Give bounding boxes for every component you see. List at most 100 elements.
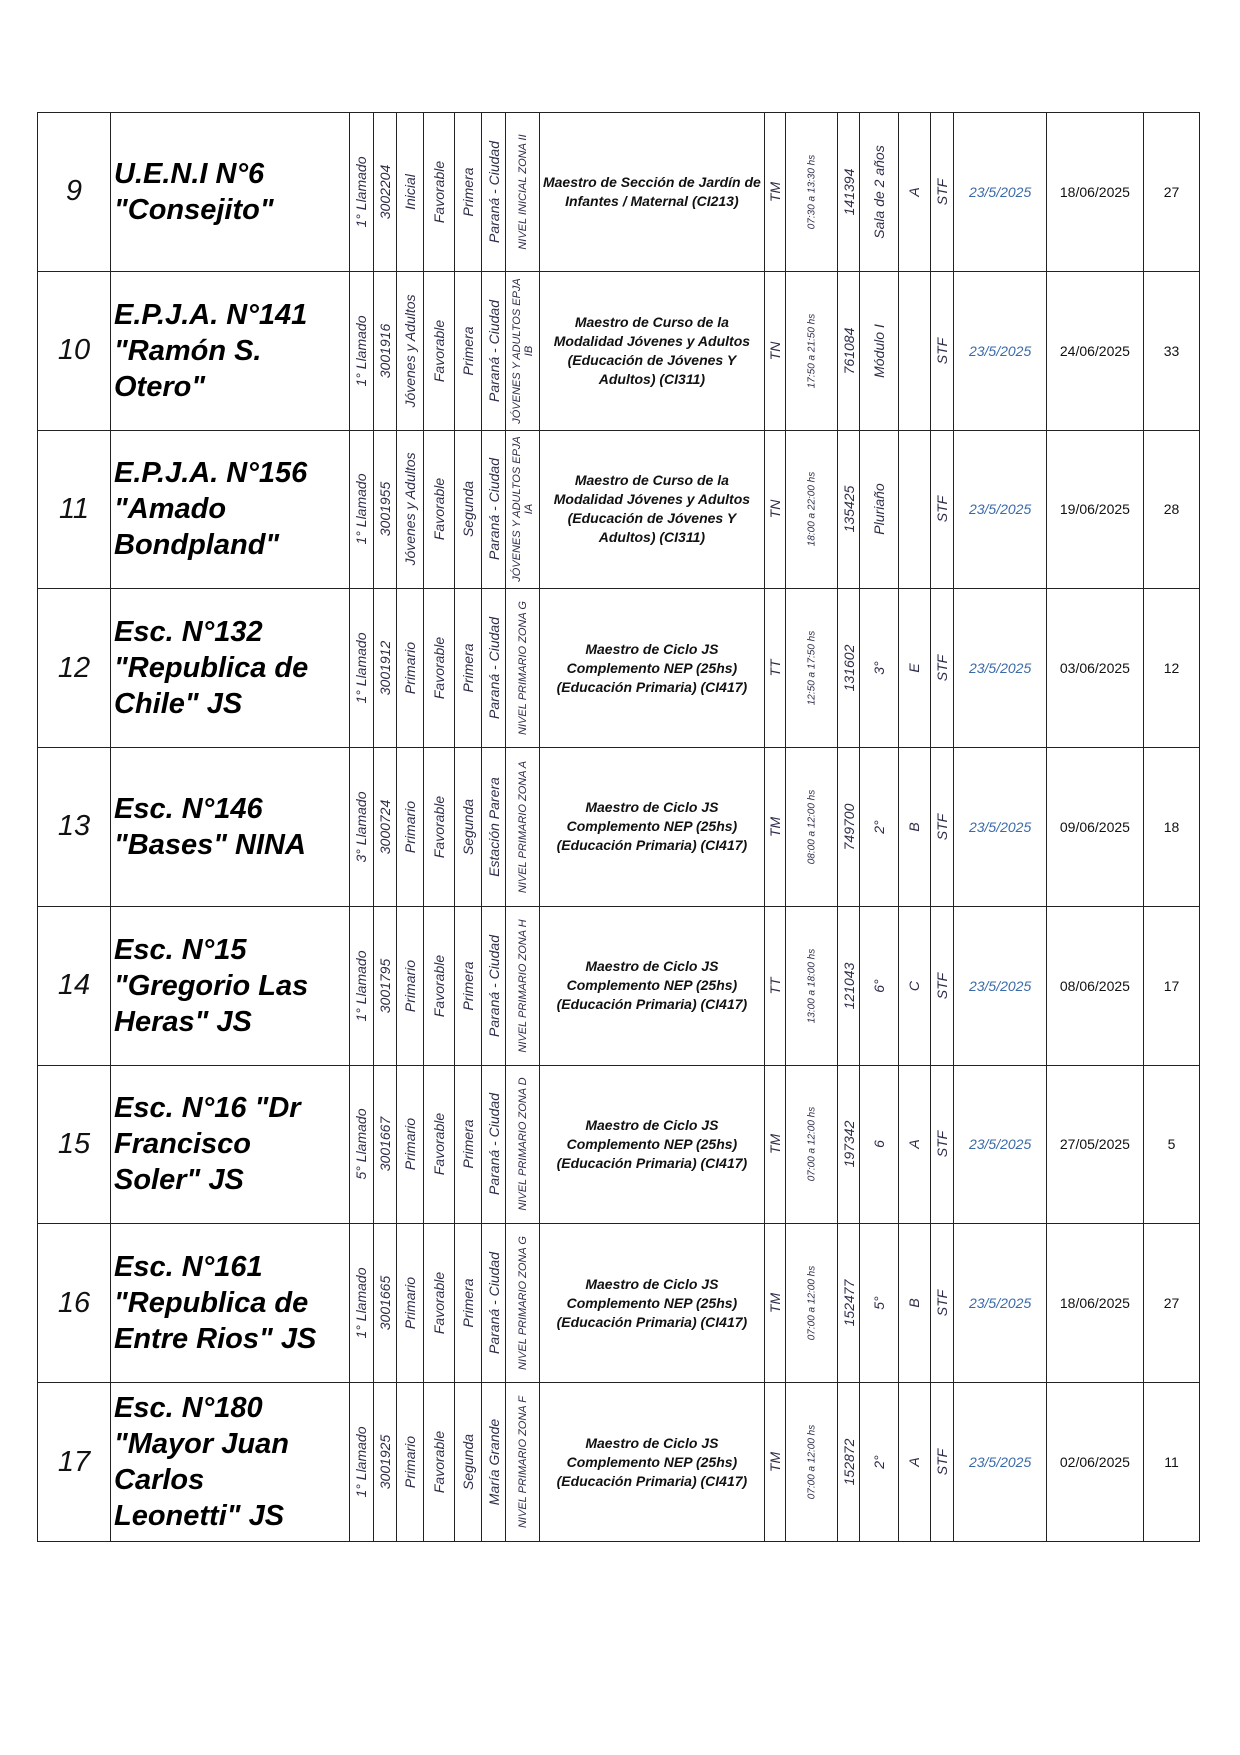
cargo-id: 197342 <box>840 1121 857 1168</box>
establishment-code: 3000724 <box>376 799 393 855</box>
cargo-id-cell: 761084 <box>836 270 861 431</box>
zona-cell: NIVEL PRIMARIO ZONA A <box>505 747 540 907</box>
zona: NIVEL PRIMARIO ZONA D <box>516 1077 529 1212</box>
turno-cell: TM <box>763 1223 787 1384</box>
localidad-cell: Estación Parera <box>481 747 507 907</box>
zona-cell: NIVEL PRIMARIO ZONA D <box>505 1064 540 1225</box>
nivel-cell: Primario <box>395 1223 425 1384</box>
llamado: 1° Llamado <box>353 1267 370 1339</box>
nivel: Primario <box>402 1118 419 1171</box>
establishment-code: 3001955 <box>376 482 393 537</box>
seccion: A <box>906 187 923 197</box>
nivel: Primario <box>402 642 419 695</box>
dias: 27 <box>1143 112 1200 272</box>
school-name-line: Esc. N°180 <box>114 1392 263 1425</box>
estado-cell: Favorable <box>423 1382 455 1542</box>
school-name: Esc. N°161 "Republica de Entre Rios" JS <box>109 1223 351 1384</box>
horario-cell: 12:50 a 17:50 hs <box>785 588 838 749</box>
localidad-cell: Paraná - Ciudad <box>481 112 507 272</box>
seccion: B <box>906 1298 923 1308</box>
localidad-cell: Paraná - Ciudad <box>481 1064 507 1225</box>
estado-cell: Favorable <box>423 747 455 907</box>
horario-cell: 07:00 a 12:00 hs <box>785 1382 838 1542</box>
establishment-code-cell: 3001925 <box>372 1382 397 1542</box>
categoria: Segunda <box>459 481 476 538</box>
horario: 13:00 a 18:00 hs <box>806 948 818 1023</box>
nivel-cell: Primario <box>395 1064 425 1225</box>
nivel: Inicial <box>402 173 419 210</box>
establishment-code: 3001667 <box>376 1117 393 1172</box>
horario: 12:50 a 17:50 hs <box>806 630 818 706</box>
cargo: Maestro de Ciclo JS Complemento NEP (25h… <box>538 588 765 749</box>
cargo: Maestro de Ciclo JS Complemento NEP (25h… <box>538 1223 765 1384</box>
seccion: A <box>906 1457 923 1467</box>
dias: 11 <box>1143 1382 1200 1542</box>
turno: TT <box>767 659 784 677</box>
cargo-id: 152477 <box>840 1279 857 1327</box>
school-name-line: "Ramón S. <box>114 334 262 367</box>
school-name: Esc. N°146 "Bases" NINA <box>109 747 351 907</box>
llamado: 1° Llamado <box>353 315 370 387</box>
cargo-id-cell: 121043 <box>836 905 861 1066</box>
fecha-publicacion: 23/5/2025 <box>953 112 1047 272</box>
curso: 3° <box>870 661 887 675</box>
turno: TN <box>767 341 784 360</box>
school-name: E.P.J.A. N°156 "Amado Bondpland" <box>109 429 351 590</box>
curso: 2° <box>870 820 887 834</box>
establishment-code-cell: 3002204 <box>372 112 397 272</box>
nivel: Primario <box>402 1436 419 1489</box>
categoria-cell: Primera <box>453 1064 483 1225</box>
cargo-id: 761084 <box>840 327 857 374</box>
curso-cell: Pluriaño <box>859 429 899 590</box>
curso-cell: 5° <box>859 1223 899 1384</box>
zona-cell: NIVEL PRIMARIO ZONA G <box>505 588 540 749</box>
llamado: 3° Llamado <box>353 791 370 863</box>
table-row: 17 Esc. N°180 "Mayor Juan Carlos Leonetti" J… <box>37 1382 1200 1542</box>
establishment-code: 3001665 <box>376 1275 393 1331</box>
school-name-line: "Consejito" <box>114 193 274 226</box>
turno-cell: TT <box>763 588 787 749</box>
zona: NIVEL PRIMARIO ZONA G <box>516 601 529 736</box>
row-number: 10 <box>37 270 111 431</box>
horario: 07:30 a 13:30 hs <box>806 154 818 230</box>
llamado-cell: 1° Llamado <box>349 588 374 749</box>
cargo: Maestro de Curso de la Modalidad Jóvenes… <box>538 270 765 431</box>
cargo-id: 131602 <box>840 644 857 692</box>
row-number: 14 <box>37 905 111 1066</box>
llamado-cell: 1° Llamado <box>349 429 374 590</box>
table-row: 10 E.P.J.A. N°141 "Ramón S. Otero" 1° Llamad… <box>37 270 1200 431</box>
cargo: Maestro de Ciclo JS Complemento NEP (25h… <box>538 1382 765 1542</box>
localidad-cell: María Grande <box>481 1382 507 1542</box>
zona: NIVEL PRIMARIO ZONA F <box>516 1396 529 1529</box>
localidad: Paraná - Ciudad <box>485 1093 502 1196</box>
school-name-line: Esc. N°15 <box>114 933 247 966</box>
seccion-cell: E <box>897 588 932 749</box>
llamado-cell: 1° Llamado <box>349 270 374 431</box>
horario: 18:00 a 22:00 hs <box>806 472 818 547</box>
row-number: 9 <box>37 112 111 272</box>
fecha-publicacion: 23/5/2025 <box>953 905 1047 1066</box>
nivel-cell: Primario <box>395 905 425 1066</box>
estado: Favorable <box>430 795 447 859</box>
school-name-line: Leonetti" JS <box>114 1500 285 1533</box>
localidad-cell: Paraná - Ciudad <box>481 905 507 1066</box>
horario-cell: 07:00 a 12:00 hs <box>785 1223 838 1384</box>
cargo-id-cell: 749700 <box>836 747 861 907</box>
school-name-line: Bondpland" <box>114 529 280 562</box>
establishment-code: 3001795 <box>376 958 393 1013</box>
seccion-cell: A <box>897 1382 932 1542</box>
cargo-id: 135425 <box>840 486 857 533</box>
llamado: 1° Llamado <box>353 1426 370 1498</box>
zona: JÓVENES Y ADULTOS EPJA IB <box>510 277 535 424</box>
zona-cell: NIVEL PRIMARIO ZONA G <box>505 1223 540 1384</box>
curso-cell: 2° <box>859 747 899 907</box>
school-name: E.P.J.A. N°141 "Ramón S. Otero" <box>109 270 351 431</box>
curso-cell: 3° <box>859 588 899 749</box>
fecha-inicio: 18/06/2025 <box>1045 112 1145 272</box>
zona-cell: NIVEL INICIAL ZONA II <box>505 112 540 272</box>
estado-cell: Favorable <box>423 429 455 590</box>
estado-cell: Favorable <box>423 1064 455 1225</box>
localidad: Paraná - Ciudad <box>485 299 502 402</box>
dias: 12 <box>1143 588 1200 749</box>
establishment-code: 3002204 <box>376 164 393 220</box>
